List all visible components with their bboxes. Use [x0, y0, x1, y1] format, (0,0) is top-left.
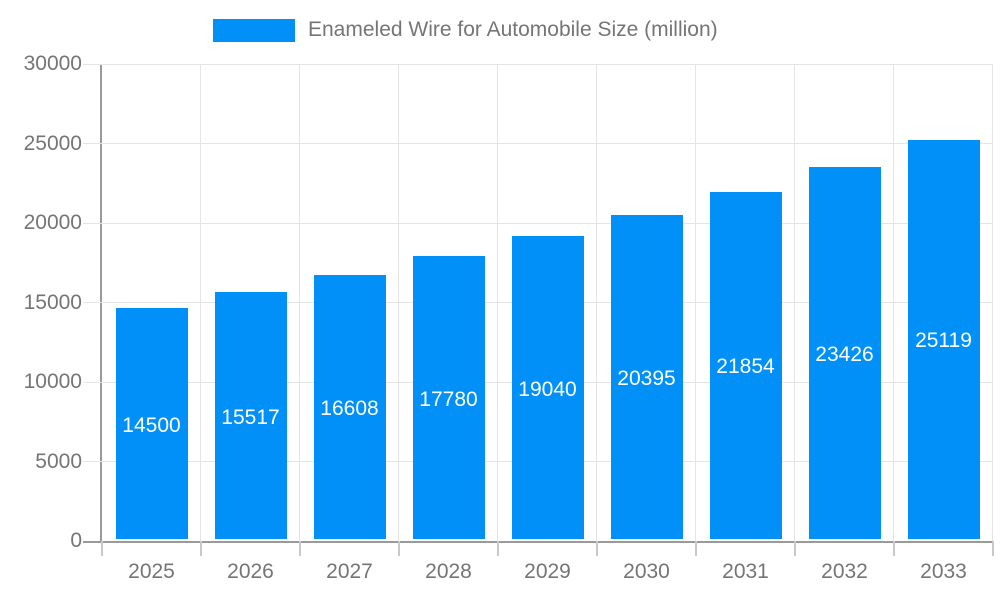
y-tick-label: 30000 [23, 52, 82, 75]
x-gridline [596, 64, 597, 541]
x-axis-tick [992, 541, 994, 556]
bar-2030[interactable] [610, 214, 683, 539]
bar-2028[interactable] [412, 256, 485, 539]
bar-2025[interactable] [115, 308, 188, 539]
x-axis-tick [101, 541, 103, 556]
x-gridline [893, 64, 894, 541]
bar-value-label: 17780 [419, 387, 478, 411]
x-gridline [992, 64, 993, 541]
x-axis-tick [200, 541, 202, 556]
legend-swatch [213, 18, 295, 42]
legend[interactable]: Enameled Wire for Automobile Size (milli… [213, 18, 718, 42]
bar-value-label: 15517 [221, 405, 280, 429]
y-tick-label: 10000 [23, 370, 82, 393]
bar-2026[interactable] [214, 292, 287, 539]
x-gridline [299, 64, 300, 541]
y-tick-label: 0 [70, 529, 82, 552]
x-gridline [398, 64, 399, 541]
y-axis-line [100, 64, 102, 543]
bar-value-label: 20395 [617, 366, 676, 390]
x-tick-label: 2032 [821, 560, 868, 583]
bar-2031[interactable] [709, 191, 782, 539]
x-axis-tick [398, 541, 400, 556]
x-axis-tick [299, 541, 301, 556]
x-gridline [695, 64, 696, 541]
x-tick-label: 2031 [722, 560, 769, 583]
plot-area: 14500 15517 16608 17780 19040 20395 21854 23426… [83, 63, 994, 556]
x-gridline [794, 64, 795, 541]
y-tick-label: 25000 [23, 131, 82, 155]
y-tick-label: 5000 [35, 449, 82, 473]
bar-2032[interactable] [808, 166, 881, 539]
y-gridline [83, 143, 993, 144]
y-gridline [83, 222, 993, 224]
x-axis-tick [794, 541, 796, 556]
bar-value-label: 16608 [320, 396, 379, 420]
x-gridline [497, 64, 498, 541]
x-tick-label: 2028 [425, 560, 472, 583]
x-tick-label: 2033 [920, 560, 967, 583]
y-gridline [83, 63, 993, 65]
bar-value-label: 14500 [122, 413, 181, 437]
x-tick-label: 2027 [326, 560, 373, 583]
x-axis-tick [893, 541, 895, 556]
y-tick-label: 20000 [23, 211, 82, 234]
y-tick-label: 15000 [23, 290, 82, 314]
x-tick-label: 2025 [128, 560, 175, 583]
x-axis-tick [497, 541, 499, 556]
bar-value-label: 19040 [518, 377, 577, 401]
x-axis-tick [596, 541, 598, 556]
x-gridline [200, 64, 201, 541]
x-tick-label: 2030 [623, 560, 670, 583]
bar-2029[interactable] [511, 236, 584, 539]
x-axis-tick [695, 541, 697, 556]
x-tick-label: 2029 [524, 560, 571, 583]
bar-2027[interactable] [313, 274, 386, 539]
bar-value-label: 21854 [716, 355, 775, 379]
x-axis-line [83, 541, 993, 543]
bar-2033[interactable] [907, 139, 980, 539]
bar-value-label: 23426 [815, 342, 874, 366]
bar-value-label: 25119 [915, 329, 972, 353]
legend-label: Enameled Wire for Automobile Size (milli… [308, 18, 718, 41]
x-tick-label: 2026 [227, 560, 274, 583]
